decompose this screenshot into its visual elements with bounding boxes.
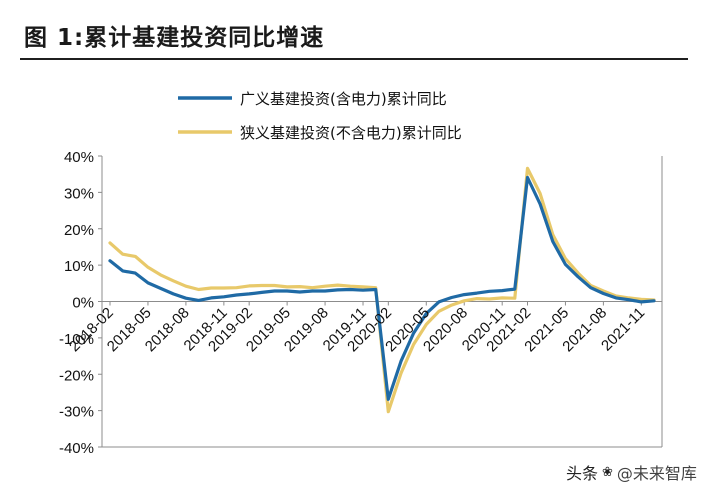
series-lines <box>108 166 656 414</box>
y-tick-label: -40% <box>59 440 94 457</box>
x-tick-labels: 2018-022018-052018-082018-112019-022019-… <box>66 304 648 355</box>
page-title: 图 1:累计基建投资同比增速 <box>24 25 325 51</box>
y-tick-label: 0% <box>72 295 94 312</box>
legend-label-1: 广义基建投资(含电力)累计同比 <box>240 90 447 108</box>
paw-icon: ❀ <box>602 464 613 480</box>
y-tick-label: 40% <box>64 149 94 166</box>
y-tick-label: 10% <box>64 258 94 275</box>
series-line-2 <box>108 166 656 414</box>
y-tick-label: -20% <box>59 367 94 384</box>
watermark: 头条 ❀ @未来智库 <box>566 460 697 484</box>
axes: -40% -30% -20% -10% 0% 10% 20% 30% 40% <box>59 149 663 457</box>
legend-label-2: 狭义基建投资(不含电力)累计同比 <box>240 124 462 142</box>
watermark-right: @未来智库 <box>616 464 697 483</box>
title-divider <box>20 58 688 60</box>
y-tick-label: -30% <box>59 404 94 421</box>
y-tick-label: -10% <box>59 331 94 348</box>
watermark-left: 头条 <box>566 464 599 483</box>
series-line-1 <box>108 175 656 401</box>
y-tick-label: 30% <box>64 185 94 202</box>
y-tick-label: 20% <box>64 222 94 239</box>
